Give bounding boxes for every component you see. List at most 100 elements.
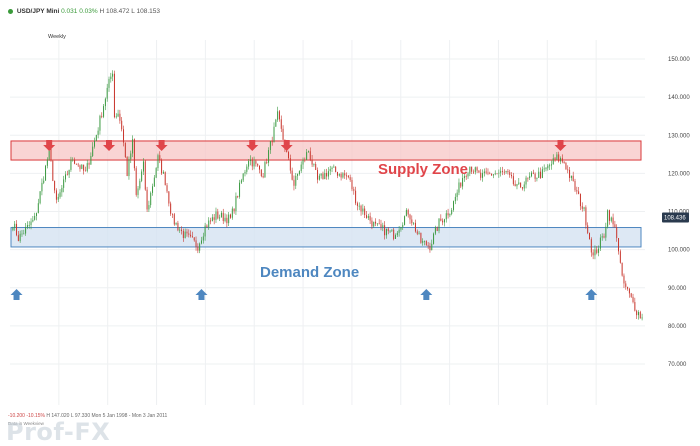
candle[interactable] <box>289 158 291 171</box>
candle[interactable] <box>124 142 126 157</box>
candle[interactable] <box>621 262 623 276</box>
candle[interactable] <box>456 192 458 197</box>
candle[interactable] <box>538 171 540 178</box>
candle[interactable] <box>572 175 574 181</box>
candle[interactable] <box>364 208 366 216</box>
candle[interactable] <box>103 106 105 117</box>
candle[interactable] <box>523 184 525 189</box>
candle[interactable] <box>226 217 228 224</box>
candle[interactable] <box>182 230 184 238</box>
candle[interactable] <box>520 182 522 188</box>
candle[interactable] <box>333 166 335 168</box>
candle[interactable] <box>213 217 215 220</box>
candle[interactable] <box>569 169 571 178</box>
candle[interactable] <box>161 160 163 174</box>
candle[interactable] <box>210 220 212 222</box>
candle[interactable] <box>251 159 253 167</box>
candle[interactable] <box>141 171 143 181</box>
candle[interactable] <box>353 189 355 191</box>
candle[interactable] <box>608 210 610 221</box>
candle[interactable] <box>545 168 547 170</box>
candle[interactable] <box>14 223 16 228</box>
candle[interactable] <box>559 158 562 162</box>
candle[interactable] <box>398 229 400 233</box>
candle[interactable] <box>387 228 389 232</box>
candle[interactable] <box>331 167 333 169</box>
candle[interactable] <box>92 146 94 157</box>
candle[interactable] <box>130 153 132 160</box>
candle[interactable] <box>589 232 591 240</box>
candle[interactable] <box>46 159 48 166</box>
candle[interactable] <box>414 222 416 232</box>
candle[interactable] <box>556 154 558 160</box>
candle[interactable] <box>164 172 166 186</box>
candle[interactable] <box>483 171 485 174</box>
candle[interactable] <box>150 192 152 206</box>
candle[interactable] <box>271 140 273 143</box>
candle[interactable] <box>79 165 81 169</box>
candle[interactable] <box>119 113 121 121</box>
candle[interactable] <box>442 220 444 223</box>
candle[interactable] <box>266 162 268 163</box>
candle[interactable] <box>356 203 358 206</box>
candle[interactable] <box>297 174 299 176</box>
candle[interactable] <box>389 230 391 232</box>
candle[interactable] <box>505 171 507 173</box>
candle[interactable] <box>83 164 85 171</box>
candle[interactable] <box>277 111 279 120</box>
candle[interactable] <box>482 173 484 178</box>
candle[interactable] <box>320 173 322 176</box>
candle[interactable] <box>248 161 250 167</box>
candle[interactable] <box>197 246 199 251</box>
candle[interactable] <box>84 170 86 172</box>
candle[interactable] <box>453 201 455 210</box>
candle[interactable] <box>204 225 206 237</box>
candle[interactable] <box>50 146 52 161</box>
candle[interactable] <box>206 225 208 228</box>
candle[interactable] <box>347 175 349 178</box>
candle[interactable] <box>108 78 110 88</box>
candle[interactable] <box>367 216 369 218</box>
candle[interactable] <box>64 174 66 180</box>
candle[interactable] <box>496 173 498 175</box>
candle[interactable] <box>262 176 264 178</box>
candle[interactable] <box>222 212 224 222</box>
candle[interactable] <box>610 217 612 221</box>
candle[interactable] <box>336 172 338 176</box>
candle[interactable] <box>121 120 123 130</box>
candle[interactable] <box>264 162 266 178</box>
candle[interactable] <box>338 173 340 176</box>
candle[interactable] <box>516 184 518 187</box>
candle[interactable] <box>628 288 630 294</box>
candle[interactable] <box>541 169 543 178</box>
candle[interactable] <box>585 207 587 226</box>
candle[interactable] <box>400 227 402 230</box>
candle[interactable] <box>273 126 275 143</box>
candle[interactable] <box>565 162 567 170</box>
candle[interactable] <box>217 211 219 219</box>
candle[interactable] <box>26 225 28 228</box>
candle[interactable] <box>152 186 154 193</box>
candle[interactable] <box>358 205 360 207</box>
candle[interactable] <box>228 214 230 224</box>
candle[interactable] <box>409 214 411 220</box>
candle[interactable] <box>45 165 47 181</box>
candle[interactable] <box>144 161 146 190</box>
candle[interactable] <box>598 248 600 253</box>
candle[interactable] <box>237 196 239 197</box>
candle[interactable] <box>95 134 97 141</box>
candle[interactable] <box>460 182 462 187</box>
candle[interactable] <box>581 206 583 209</box>
candle[interactable] <box>478 170 480 173</box>
candle[interactable] <box>184 231 186 238</box>
candle[interactable] <box>485 171 487 173</box>
candle[interactable] <box>88 163 90 165</box>
candle[interactable] <box>317 170 319 180</box>
candle[interactable] <box>39 191 41 204</box>
candle[interactable] <box>491 173 493 176</box>
candle[interactable] <box>418 232 420 234</box>
candle[interactable] <box>563 161 565 163</box>
candle[interactable] <box>360 205 362 212</box>
candle[interactable] <box>112 73 114 77</box>
